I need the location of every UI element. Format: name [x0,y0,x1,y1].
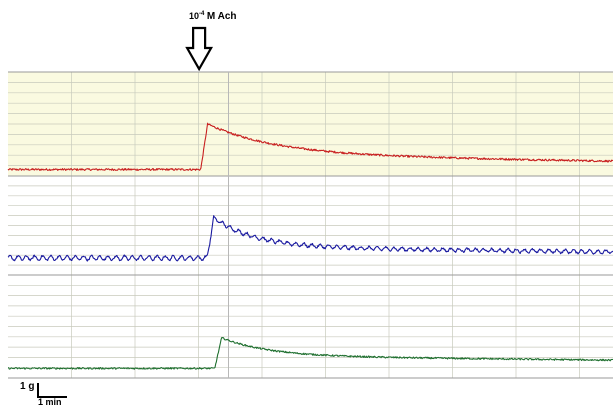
scale-bar [37,383,67,398]
traces-layer [7,122,613,370]
stimulus-arrow-shape [185,26,214,72]
panels-layer [8,71,613,379]
trace-1 [7,122,613,172]
stimulus-annotation: 10-4 M Ach [189,11,237,22]
stimulus-arrow-icon [185,26,214,72]
scale-bar-x-label: 1 min [38,397,62,407]
scale-bar-y-label: 1 g [20,381,35,392]
trace-2 [7,215,613,262]
trace-3 [7,336,613,370]
